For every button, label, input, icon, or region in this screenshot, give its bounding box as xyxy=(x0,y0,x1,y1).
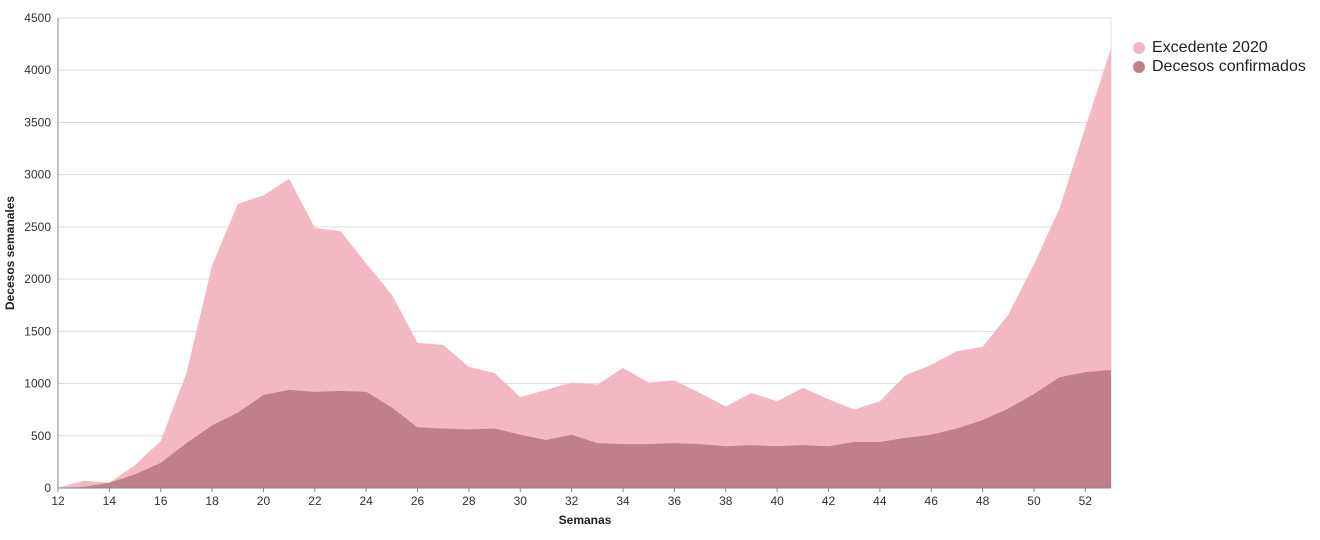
legend-item-excedente: Excedente 2020 xyxy=(1133,38,1306,57)
x-tick-label: 48 xyxy=(976,494,990,508)
x-tick-label: 40 xyxy=(770,494,784,508)
y-axis-title: Decesos semanales xyxy=(3,196,17,310)
x-tick-label: 44 xyxy=(873,494,887,508)
area-excedente-2020 xyxy=(58,48,1111,489)
x-tick-label: 20 xyxy=(257,494,271,508)
x-tick-label: 30 xyxy=(514,494,528,508)
y-tick-label: 0 xyxy=(44,481,51,495)
legend-swatch-icon xyxy=(1133,41,1145,54)
x-tick-label: 34 xyxy=(616,494,630,508)
x-tick-label: 28 xyxy=(462,494,476,508)
x-tick-label: 18 xyxy=(205,494,219,508)
x-tick-label: 46 xyxy=(925,494,939,508)
y-tick-label: 4500 xyxy=(24,11,51,25)
legend-swatch-icon xyxy=(1133,60,1145,73)
y-tick-label: 3000 xyxy=(24,168,51,182)
legend-label: Excedente 2020 xyxy=(1152,38,1268,56)
x-tick-label: 22 xyxy=(308,494,322,508)
area-series xyxy=(58,48,1111,489)
legend: Excedente 2020 Decesos confirmados xyxy=(1133,38,1306,76)
y-tick-label: 1000 xyxy=(24,377,51,391)
y-tick-label: 500 xyxy=(31,429,51,443)
x-tick-label: 32 xyxy=(565,494,579,508)
x-tick-label: 26 xyxy=(411,494,425,508)
x-tick-label: 14 xyxy=(103,494,117,508)
x-tick-label: 24 xyxy=(360,494,374,508)
y-tick-label: 2000 xyxy=(24,272,51,286)
y-tick-label: 1500 xyxy=(24,324,51,338)
y-tick-label: 2500 xyxy=(24,220,51,234)
legend-item-confirmados: Decesos confirmados xyxy=(1133,57,1306,76)
legend-label: Decesos confirmados xyxy=(1152,57,1306,75)
x-tick-label: 42 xyxy=(822,494,836,508)
axes: 0 500 1000 1500 2000 2500 3000 3500 4000 4500 12 14… xyxy=(24,11,1111,508)
x-tick-label: 52 xyxy=(1079,494,1093,508)
x-tick-label: 50 xyxy=(1027,494,1041,508)
x-tick-label: 12 xyxy=(51,494,65,508)
y-tick-label: 4000 xyxy=(24,63,51,77)
area-decesos-confirmados xyxy=(58,369,1111,488)
x-tick-label: 38 xyxy=(719,494,733,508)
y-tick-label: 3500 xyxy=(24,115,51,129)
x-tick-label: 16 xyxy=(154,494,168,508)
x-tick-label: 36 xyxy=(668,494,682,508)
x-axis-title: Semanas xyxy=(559,513,612,527)
